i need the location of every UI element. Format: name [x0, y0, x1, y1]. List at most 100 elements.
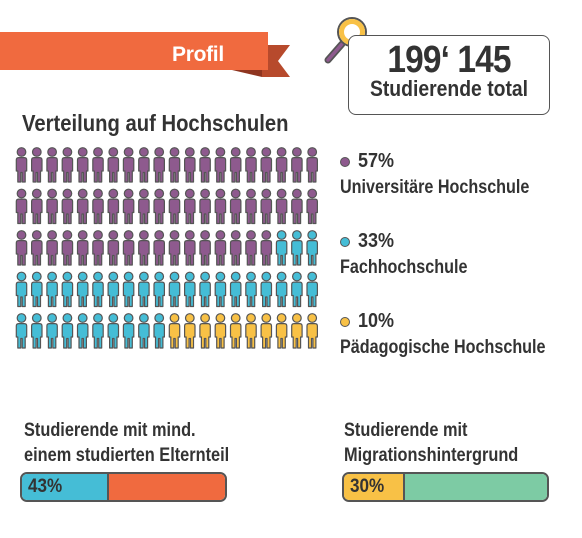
person-icon-universitaere — [15, 230, 28, 266]
person-icon-fachhochschule — [168, 271, 181, 308]
migration-stat-label-line1: Studierende mit — [344, 420, 468, 441]
legend-label-universitaere: Universitäre Hochschule — [340, 177, 530, 198]
person-icon-fachhochschule — [229, 271, 242, 308]
person-icon-fachhochschule — [92, 313, 104, 349]
person-icon-universitaere — [214, 188, 227, 225]
person-icon-universitaere — [245, 188, 257, 225]
person-icon-universitaere — [291, 188, 303, 225]
legend-label-paedagogische: Pädagogische Hochschule — [340, 337, 546, 358]
person-icon-fachhochschule — [107, 313, 120, 349]
person-icon-universitaere — [76, 147, 89, 183]
person-icon-fachhochschule — [153, 313, 165, 349]
person-icon-fachhochschule — [260, 271, 273, 308]
person-icon-universitaere — [138, 188, 150, 225]
person-icon-fachhochschule — [107, 271, 120, 308]
person-icon-fachhochschule — [122, 313, 135, 349]
legend-fachhochschule: 33% Fachhochschule — [340, 230, 490, 279]
person-icon-fachhochschule — [153, 271, 165, 308]
person-icon-fachhochschule — [46, 313, 58, 349]
person-icon-fachhochschule — [275, 230, 288, 266]
person-icon-fachhochschule — [30, 313, 43, 349]
person-icon-universitaere — [15, 147, 28, 183]
person-icon-paedagogische — [214, 313, 227, 349]
person-icon-universitaere — [92, 188, 104, 225]
person-icon-universitaere — [199, 188, 211, 225]
person-icon-fachhochschule — [275, 271, 288, 308]
person-icon-fachhochschule — [199, 271, 211, 308]
person-icon-paedagogische — [229, 313, 242, 349]
person-icon-universitaere — [229, 188, 242, 225]
person-icon-fachhochschule — [76, 271, 89, 308]
person-icon-universitaere — [306, 188, 319, 225]
person-icon-universitaere — [107, 188, 120, 225]
person-icon-paedagogische — [168, 313, 181, 349]
legend-dot-paedagogische — [340, 316, 350, 327]
person-icon-universitaere — [199, 230, 211, 266]
person-icon-universitaere — [260, 147, 273, 183]
person-icon-universitaere — [168, 188, 181, 225]
person-icon-universitaere — [214, 147, 227, 183]
person-icon-fachhochschule — [138, 271, 150, 308]
person-icon-universitaere — [184, 188, 196, 225]
person-icon-paedagogische — [260, 313, 273, 349]
person-icon-universitaere — [30, 188, 43, 225]
legend-dot-universitaere — [340, 156, 350, 167]
parents-stat-label-line2: einem studierten Elternteil — [24, 445, 230, 466]
person-icon-universitaere — [199, 147, 211, 183]
person-icon-universitaere — [168, 230, 181, 266]
person-icon-universitaere — [30, 230, 43, 266]
person-icon-fachhochschule — [15, 313, 28, 349]
migration-stat-label: Studierende mit Migrationshintergrund — [344, 418, 518, 468]
person-icon-universitaere — [275, 188, 288, 225]
person-icon-universitaere — [46, 188, 58, 225]
migration-bar-rest — [404, 474, 547, 500]
distribution-title: Verteilung auf Hochschulen — [22, 110, 289, 136]
parents-stat-label: Studierende mit mind. einem studierten E… — [24, 418, 229, 468]
person-icon-universitaere — [138, 230, 150, 266]
person-icon-universitaere — [184, 147, 196, 183]
ribbon-shape — [0, 32, 290, 77]
person-icon-universitaere — [306, 147, 319, 183]
person-icon-universitaere — [61, 188, 74, 225]
person-icon-universitaere — [76, 188, 89, 225]
person-icon-universitaere — [107, 230, 120, 266]
person-icon-universitaere — [229, 230, 242, 266]
person-icon-paedagogische — [306, 313, 319, 349]
parents-bar-fill: 43% — [22, 474, 110, 500]
person-icon-fachhochschule — [214, 271, 227, 308]
person-icon-paedagogische — [184, 313, 196, 349]
person-icon-universitaere — [122, 147, 135, 183]
person-icon-universitaere — [275, 147, 288, 183]
legend-label-fachhochschule: Fachhochschule — [340, 257, 468, 278]
person-icon-universitaere — [76, 230, 89, 266]
ribbon-label: Profil — [172, 43, 224, 66]
person-icon-fachhochschule — [15, 271, 28, 308]
total-students-label: Studierende total — [369, 76, 529, 101]
person-icon-paedagogische — [275, 313, 288, 349]
migration-bar-fill: 30% — [344, 474, 405, 500]
person-icon-fachhochschule — [30, 271, 43, 308]
person-icon-fachhochschule — [291, 271, 303, 308]
legend-paedagogische: 10% Pädagogische Hochschule — [340, 310, 582, 359]
person-icon-universitaere — [92, 147, 104, 183]
person-icon-fachhochschule — [61, 313, 74, 349]
person-icon-paedagogische — [199, 313, 211, 349]
person-icon-fachhochschule — [76, 313, 89, 349]
person-icon-universitaere — [153, 230, 165, 266]
person-icon-universitaere — [153, 188, 165, 225]
person-icon-universitaere — [15, 188, 28, 225]
person-icon-universitaere — [214, 230, 227, 266]
person-icon-universitaere — [61, 230, 74, 266]
person-icon-universitaere — [46, 147, 58, 183]
migration-stat-label-line2: Migrationshintergrund — [344, 445, 519, 466]
person-icon-universitaere — [107, 147, 120, 183]
legend-dot-fachhochschule — [340, 236, 350, 247]
legend-universitaere: 57% Universitäre Hochschule — [340, 150, 563, 199]
migration-bar: 30% — [342, 472, 549, 502]
person-icon-universitaere — [229, 147, 242, 183]
person-icon-universitaere — [245, 147, 257, 183]
person-icon-fachhochschule — [92, 271, 104, 308]
person-icon-paedagogische — [245, 313, 257, 349]
legend-pct-universitaere: 57% — [358, 150, 395, 172]
person-icon-fachhochschule — [184, 271, 196, 308]
